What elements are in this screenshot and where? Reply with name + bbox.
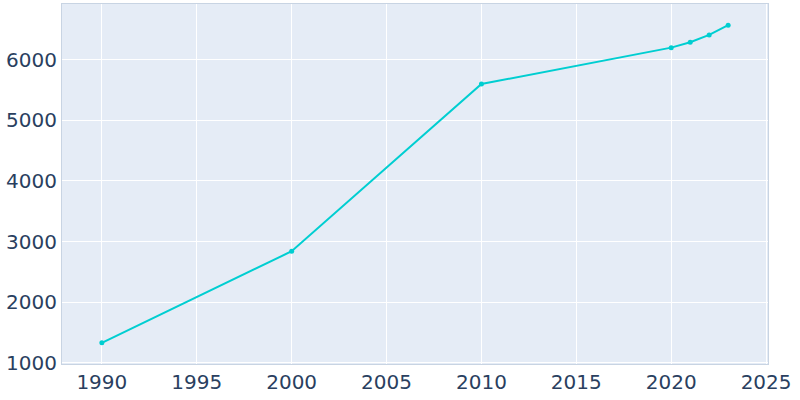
svg-text:1990: 1990 bbox=[76, 370, 127, 394]
svg-text:1995: 1995 bbox=[171, 370, 222, 394]
svg-text:1000: 1000 bbox=[6, 351, 57, 375]
svg-text:4000: 4000 bbox=[6, 169, 57, 193]
svg-text:2000: 2000 bbox=[266, 370, 317, 394]
svg-text:2000: 2000 bbox=[6, 290, 57, 314]
svg-text:5000: 5000 bbox=[6, 108, 57, 132]
svg-text:2005: 2005 bbox=[361, 370, 412, 394]
svg-text:2015: 2015 bbox=[551, 370, 602, 394]
svg-text:2025: 2025 bbox=[741, 370, 792, 394]
svg-text:2010: 2010 bbox=[456, 370, 507, 394]
svg-text:6000: 6000 bbox=[6, 48, 57, 72]
svg-text:2020: 2020 bbox=[646, 370, 697, 394]
svg-text:3000: 3000 bbox=[6, 230, 57, 254]
